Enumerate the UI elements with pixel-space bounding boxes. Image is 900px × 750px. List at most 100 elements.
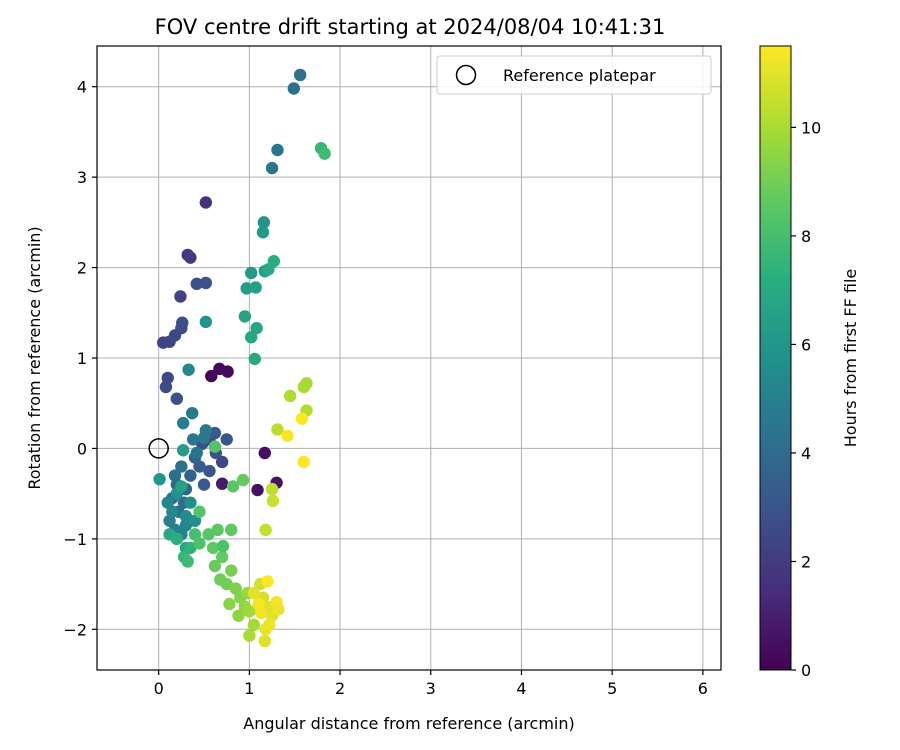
x-tick-label: 1 [244,679,254,698]
data-point [244,331,258,344]
data-point [250,321,263,335]
data-point [295,412,309,425]
data-point [184,469,197,482]
y-axis-ticks: −2 −1 0 1 2 3 4 [63,78,97,639]
data-point [283,389,297,403]
x-tick-label: 5 [607,679,617,698]
data-point [249,281,262,294]
x-tick-label: 0 [154,679,164,698]
data-point [193,505,206,518]
data-point [272,603,285,616]
data-point [267,255,281,268]
y-tick-label: 0 [77,439,87,458]
data-point [170,392,184,405]
scatter-points [148,68,331,648]
data-point [258,446,271,460]
data-point [211,523,224,537]
data-point [215,455,229,469]
chart-title: FOV centre drift starting at 2024/08/04 … [155,15,666,39]
grid-lines [97,46,721,670]
data-point [318,147,331,160]
data-point [254,606,268,620]
data-point [176,416,190,430]
colorbar-tick-label: 6 [801,335,811,354]
data-point [297,380,310,394]
data-point [203,464,216,478]
data-point [223,597,236,611]
reference-platepar-marker [148,438,169,459]
data-point [153,472,166,486]
data-point [176,316,189,329]
colorbar-label: Hours from first FF file [841,269,860,448]
data-point [240,282,253,295]
y-tick-label: −1 [63,530,87,549]
data-point [236,473,250,487]
data-point [265,161,279,175]
y-tick-label: 2 [77,259,87,278]
data-point [199,276,213,290]
data-point [159,380,173,394]
data-point [186,433,200,446]
data-point [199,315,213,329]
data-point [215,550,229,564]
data-point [261,575,274,588]
y-tick-label: 1 [77,349,87,368]
data-point [244,266,258,280]
data-point [259,523,272,537]
x-axis-label: Angular distance from reference (arcmin) [243,714,574,733]
legend: Reference platepar [436,55,712,95]
data-point [287,82,301,95]
y-tick-label: −2 [63,620,87,639]
data-point [186,406,199,420]
data-point [266,494,280,508]
y-tick-label: 4 [77,78,87,97]
data-point [243,605,256,618]
data-point [258,634,271,648]
y-tick-label: 3 [77,168,87,187]
data-point [208,559,222,573]
data-point [265,482,279,496]
data-point [232,609,245,622]
legend-box [436,55,712,95]
colorbar: 0 2 4 6 8 10 Hours from first FF file [759,45,860,680]
data-point [184,496,197,509]
colorbar-tick-label: 8 [801,227,811,246]
data-point [293,68,307,82]
colorbar-tick-label: 0 [801,661,811,680]
data-point [225,523,238,537]
colorbar-gradient [759,45,792,671]
data-point [271,423,284,436]
data-point [199,424,213,437]
data-point [251,483,264,497]
data-point [168,469,182,482]
data-point [248,352,262,366]
data-point [205,369,218,383]
data-point [170,532,184,546]
data-point [297,455,310,469]
data-point [181,555,194,568]
x-tick-label: 4 [516,679,526,698]
data-point [215,477,229,490]
data-point [199,196,213,209]
colorbar-ticks: 0 2 4 6 8 10 [791,118,821,680]
x-axis-ticks: 0 1 2 3 4 5 6 [154,670,708,698]
data-point [220,433,233,446]
x-tick-label: 2 [335,679,345,698]
data-point [247,586,261,600]
colorbar-tick-label: 2 [801,552,811,571]
data-point [174,290,187,303]
x-tick-label: 3 [426,679,436,698]
data-point [271,143,284,157]
data-point [190,277,203,291]
legend-entry-reference: Reference platepar [503,66,656,85]
data-point [238,310,252,323]
data-point [257,216,271,229]
data-point [225,564,238,577]
data-point [197,478,211,491]
data-point [263,618,276,631]
data-point [166,505,179,518]
x-tick-label: 6 [698,679,708,698]
colorbar-tick-label: 10 [801,118,821,137]
data-point [175,480,188,493]
